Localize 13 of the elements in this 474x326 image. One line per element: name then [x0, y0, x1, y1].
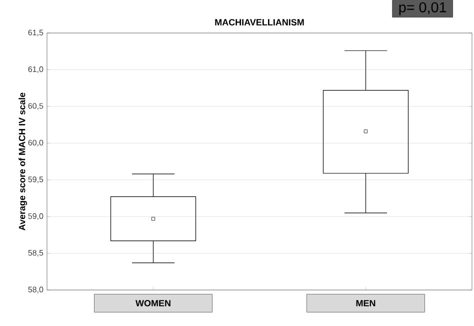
y-tick-label: 59,0: [28, 213, 44, 220]
y-tick-label: 61,0: [28, 66, 44, 74]
y-axis-title: Average score of MACH IV scale: [18, 92, 28, 230]
x-tick-label: MEN: [356, 300, 376, 306]
y-tick-label: 59,5: [28, 176, 44, 184]
x-tick-label: WOMEN: [136, 300, 170, 306]
y-tick-label: 61,5: [28, 30, 44, 36]
chart-title: MACHIAVELLIANISM: [215, 19, 304, 26]
y-tick-label: 58,0: [28, 286, 44, 294]
text: p= 0,01: [399, 2, 446, 16]
y-tick-label: 58,5: [28, 250, 44, 257]
y-tick-label: 60,0: [28, 140, 44, 146]
y-tick-label: 60,5: [28, 103, 44, 110]
